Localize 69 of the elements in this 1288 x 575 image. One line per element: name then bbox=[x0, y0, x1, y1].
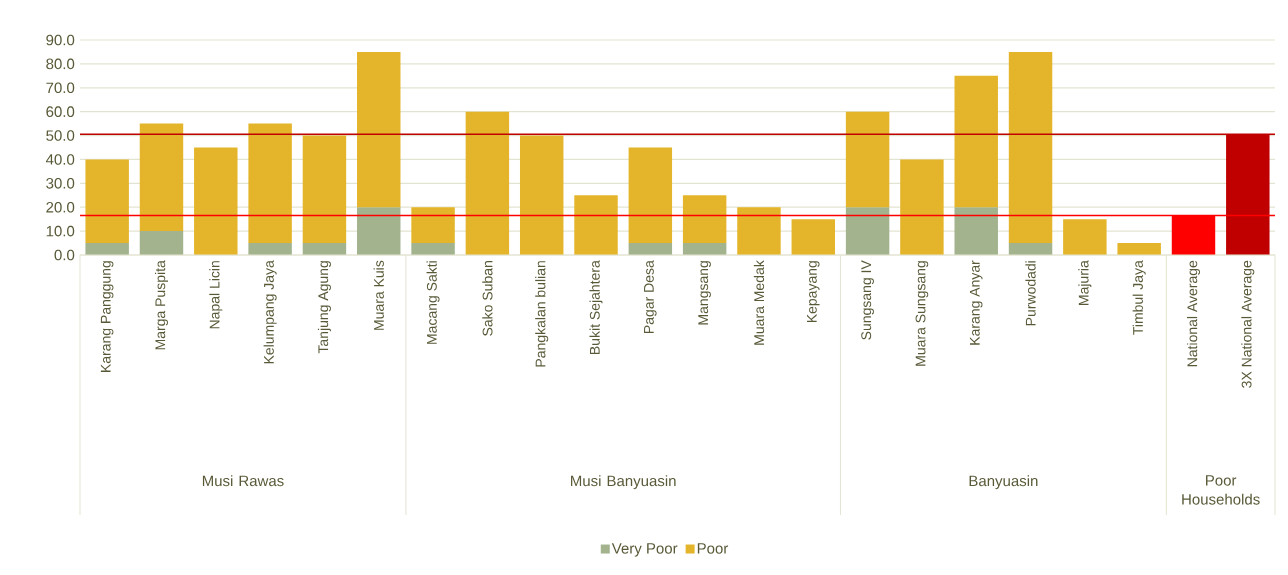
bar bbox=[791, 219, 835, 255]
y-tick-label: 80.0 bbox=[46, 58, 75, 70]
x-tick-label: Kepayang bbox=[807, 261, 820, 323]
x-tick-label: Macang Sakti bbox=[426, 261, 440, 344]
bar bbox=[411, 207, 455, 244]
x-tick-label: Sungsang IV bbox=[861, 260, 874, 340]
x-tick-label: Timbul Jaya bbox=[1132, 260, 1146, 335]
bar bbox=[1008, 51, 1053, 244]
y-tick-label: 0.0 bbox=[54, 249, 75, 261]
bar bbox=[1063, 219, 1107, 255]
bar bbox=[954, 75, 998, 208]
bar bbox=[139, 231, 184, 255]
bar bbox=[682, 243, 727, 255]
y-tick-label: 90.0 bbox=[46, 34, 75, 46]
bar bbox=[302, 243, 347, 255]
legend-label: Poor bbox=[697, 543, 729, 554]
bar bbox=[139, 123, 184, 232]
x-tick-label: Sako Suban bbox=[482, 261, 493, 336]
bar bbox=[1008, 243, 1053, 255]
x-tick-label: Pangkalan bulian bbox=[535, 261, 549, 367]
y-tick-label: 30.0 bbox=[46, 178, 75, 189]
x-tick-label: Kelumpang Jaya bbox=[263, 260, 277, 364]
bar bbox=[845, 207, 890, 255]
bar bbox=[357, 207, 401, 255]
text: Musi Banyuasin bbox=[571, 475, 676, 490]
bar bbox=[737, 207, 781, 255]
x-tick-label: Bukit Sejahtera bbox=[589, 260, 603, 354]
x-tick-label: Napal Licin bbox=[209, 261, 223, 329]
x-tick-label: Tanjung Agung bbox=[317, 261, 331, 354]
text: Musi Rawas bbox=[202, 475, 284, 487]
bar bbox=[248, 123, 292, 244]
bar bbox=[248, 243, 292, 255]
legend-label: Very Poor bbox=[611, 543, 678, 557]
bar bbox=[85, 243, 129, 255]
bar bbox=[1117, 243, 1161, 255]
x-tick-label: Karang Panggung bbox=[100, 261, 114, 372]
x-tick-label: National Average bbox=[1186, 260, 1201, 367]
y-tick-label: 40.0 bbox=[45, 154, 75, 165]
x-tick-label: Muara Kuis bbox=[373, 260, 384, 330]
bar bbox=[519, 135, 564, 255]
bar bbox=[85, 159, 129, 244]
x-tick-label: 3X National Average bbox=[1241, 260, 1255, 388]
bar bbox=[357, 51, 401, 208]
text: Banyuasin bbox=[969, 475, 1038, 490]
y-tick-label: 50.0 bbox=[46, 130, 75, 141]
bar bbox=[574, 195, 618, 255]
x-tick-label: Marga Puspita bbox=[154, 260, 169, 350]
x-tick-label: Pagar Desa bbox=[644, 260, 657, 333]
y-tick-label: 10.0 bbox=[46, 225, 75, 237]
x-tick-label: Purwodadi bbox=[1025, 261, 1036, 326]
bar bbox=[628, 243, 673, 255]
x-tick-label: Muara Sungsang bbox=[915, 261, 929, 366]
x-tick-label: Majuria bbox=[1078, 260, 1092, 305]
bar bbox=[465, 111, 510, 255]
bar bbox=[682, 195, 727, 244]
y-tick-label: 70.0 bbox=[46, 82, 75, 94]
bar bbox=[194, 147, 238, 255]
text: Poor Households bbox=[1182, 475, 1260, 505]
bar bbox=[302, 135, 347, 244]
bar bbox=[845, 111, 890, 208]
y-tick-label: 20.0 bbox=[46, 201, 75, 213]
x-tick-label: Muara Medak bbox=[753, 260, 765, 345]
y-tick-label: 60.0 bbox=[46, 106, 75, 117]
bar bbox=[900, 159, 944, 255]
x-tick-label: Mangsang bbox=[698, 261, 711, 325]
bar bbox=[628, 147, 673, 244]
bar bbox=[411, 243, 455, 255]
x-tick-label: Karang Anyar bbox=[969, 260, 983, 345]
bar bbox=[954, 207, 998, 255]
